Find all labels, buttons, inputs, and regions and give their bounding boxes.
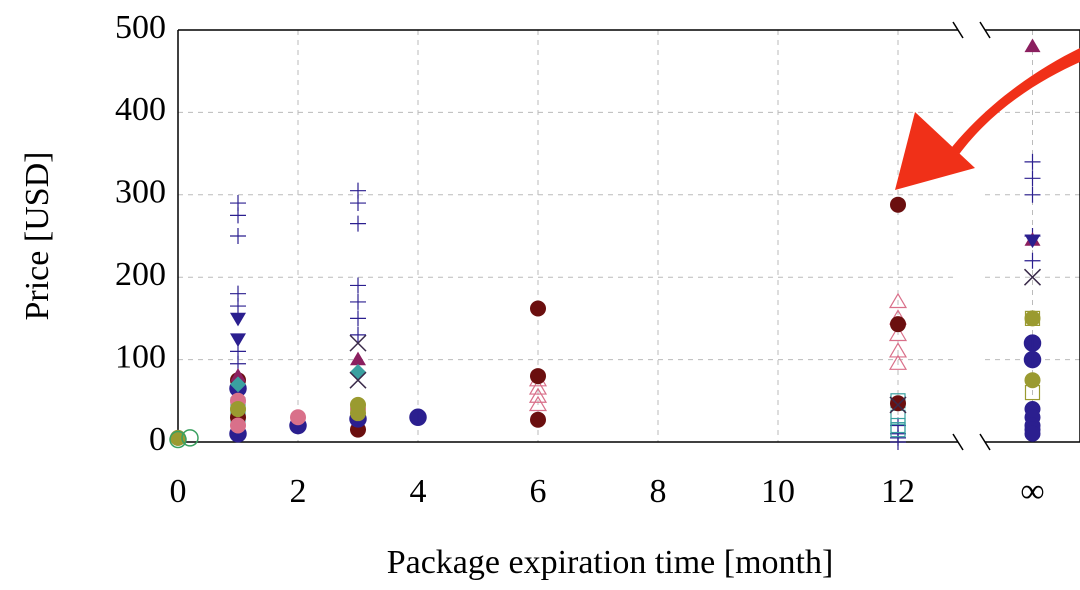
point: [890, 422, 906, 438]
point: [230, 228, 246, 244]
y-tick-label: 200: [115, 256, 166, 293]
point: [230, 298, 246, 315]
x-tick-label: 8: [650, 473, 667, 510]
point: [889, 396, 907, 414]
point: [181, 429, 199, 447]
point: [1024, 153, 1041, 170]
point: [350, 277, 366, 294]
x-tick-label: 0: [170, 473, 187, 510]
point: [888, 325, 908, 342]
x-tick-label: 2: [290, 473, 307, 510]
point: [230, 368, 246, 382]
point: [890, 196, 906, 213]
x-tick-label: 12: [881, 473, 915, 510]
point: [349, 334, 367, 352]
point: [528, 379, 548, 395]
x-tick-label: 4: [410, 473, 427, 510]
point: [1024, 310, 1041, 326]
point: [1024, 425, 1041, 442]
point: [888, 342, 908, 358]
point: [230, 376, 246, 393]
point: [1024, 384, 1041, 401]
x-tick-label: ∞: [1020, 473, 1044, 510]
point: [170, 429, 186, 446]
y-axis-label: Price [USD]: [19, 151, 56, 320]
point: [890, 316, 906, 333]
point: [1024, 372, 1041, 389]
y-tick-label: 100: [115, 338, 166, 375]
point: [530, 300, 546, 317]
x-tick-label: 6: [530, 473, 547, 510]
x-tick-label: 10: [761, 473, 795, 510]
point: [1024, 170, 1041, 187]
y-tick-label: 400: [115, 91, 166, 128]
point: [1024, 252, 1041, 269]
annotation-arrow: [895, 48, 1080, 190]
point: [1024, 310, 1041, 327]
point: [350, 310, 366, 327]
y-tick-label: 300: [115, 174, 166, 211]
point: [230, 333, 246, 347]
point: [1023, 334, 1042, 352]
point: [1024, 186, 1041, 203]
point: [888, 354, 908, 370]
point: [350, 405, 366, 422]
point: [350, 363, 366, 380]
point: [1024, 234, 1041, 249]
point: [230, 312, 246, 327]
point: [230, 401, 246, 418]
point: [528, 387, 548, 403]
point: [350, 293, 366, 310]
point: [890, 395, 906, 412]
point: [530, 368, 546, 385]
point: [1023, 350, 1042, 369]
point: [349, 371, 367, 389]
point: [350, 326, 366, 343]
point: [528, 395, 548, 412]
point: [1023, 268, 1042, 286]
point: [409, 408, 427, 427]
point: [290, 409, 306, 426]
point: [888, 292, 908, 309]
point: [230, 207, 246, 224]
y-tick-label: 500: [115, 9, 166, 46]
point: [350, 195, 366, 212]
point: [169, 430, 187, 449]
point: [530, 411, 546, 428]
point: [230, 417, 246, 434]
x-axis-label: Package expiration time [month]: [387, 544, 834, 581]
point: [350, 351, 366, 366]
y-tick-label: 0: [149, 421, 166, 458]
point: [350, 215, 366, 232]
point: [1024, 38, 1041, 53]
axis-break: [952, 21, 991, 451]
